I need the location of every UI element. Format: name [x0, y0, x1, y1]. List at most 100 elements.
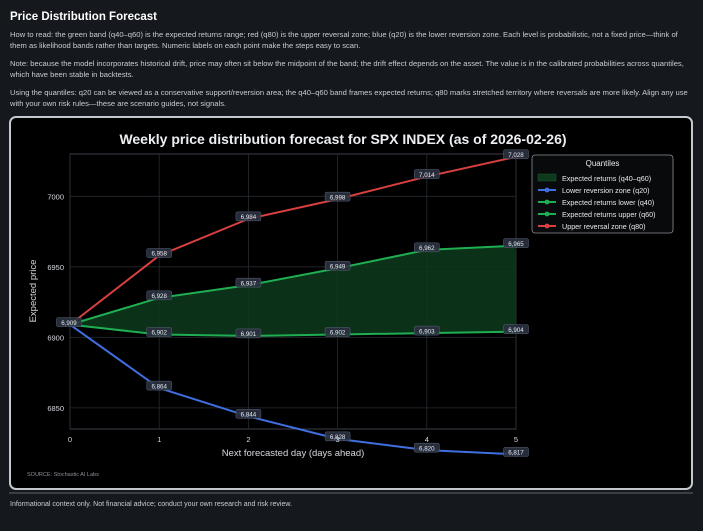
data-label-box	[503, 447, 529, 457]
data-label: 6,903	[419, 328, 435, 335]
legend-title: Quantiles	[586, 159, 620, 168]
data-label-box	[414, 325, 440, 336]
page-title: Price Distribution Forecast	[10, 11, 157, 23]
x-tick-label: 2	[246, 435, 250, 444]
data-label-box	[414, 442, 440, 453]
data-label-q80: 7,028	[503, 149, 529, 160]
y-tick-label: 7000	[47, 192, 64, 201]
series-line-q80	[69, 155, 517, 326]
forecast-chart: Weekly price distribution forecast for S…	[27, 131, 674, 478]
data-label-box	[324, 191, 351, 202]
data-label-box	[503, 149, 529, 160]
data-label: 7,028	[508, 152, 524, 159]
legend-entry: Expected returns lower (q40)	[562, 198, 654, 207]
source-note: SOURCE: Stochastic AI Labs	[27, 472, 99, 478]
x-tick-label: 1	[157, 435, 161, 444]
legend-swatch-band	[537, 173, 557, 182]
data-label-box	[503, 324, 529, 334]
data-label-q40: 6,902	[324, 327, 351, 337]
data-label-q80: 6,984	[235, 211, 262, 222]
description-how-to-read: How to read: the green band (q40–q60) is…	[10, 30, 678, 50]
data-label-box	[324, 260, 351, 271]
data-label-box	[56, 317, 82, 327]
data-label-box	[235, 328, 262, 339]
data-label: 6,984	[241, 214, 257, 221]
data-label-q40: 6,902	[146, 327, 172, 337]
data-label: 6,928	[151, 293, 167, 300]
data-label: 6,902	[330, 330, 346, 337]
legend-swatch-marker	[544, 187, 550, 193]
data-label-q60: 6,928	[146, 290, 172, 301]
data-label: 6,844	[241, 412, 257, 419]
x-tick-label: 0	[68, 435, 72, 444]
x-axis-label: Next forecasted day (days ahead)	[222, 448, 365, 459]
axes-layer: 0 1 2 3 4 5 6850 6900 6950 7000	[47, 192, 518, 444]
data-label-box	[146, 248, 172, 258]
footer-divider	[9, 492, 693, 494]
legend-swatch-marker	[544, 211, 550, 217]
chart-card: Weekly price distribution forecast for S…	[9, 116, 693, 490]
data-label-start: 6,909	[56, 317, 82, 327]
legend-entry: Expected returns upper (q60)	[562, 210, 656, 219]
data-label-box	[503, 238, 529, 248]
data-label-box	[146, 380, 172, 391]
data-label-q20: 6,828	[324, 431, 351, 442]
legend-entry: Lower reversion zone (q20)	[562, 186, 650, 195]
band-layer	[70, 245, 516, 336]
data-label-q40: 6,904	[503, 324, 529, 334]
y-axis-label: Expected price	[28, 260, 39, 323]
series-line-q60	[69, 244, 517, 326]
y-tick-label: 6850	[47, 404, 64, 413]
data-label-box	[414, 169, 440, 179]
series-layer	[69, 155, 517, 456]
chart-title: Weekly price distribution forecast for S…	[119, 131, 566, 147]
data-label-q40: 6,903	[414, 325, 440, 336]
data-label-q80: 6,958	[146, 248, 172, 258]
data-label-box	[146, 290, 172, 301]
disclaimer: Informational context only. Not financia…	[10, 501, 292, 508]
legend-box	[531, 154, 674, 234]
x-tick-label: 5	[514, 435, 518, 444]
data-label-box	[414, 242, 440, 253]
y-tick-label: 6950	[47, 263, 64, 272]
data-label: 6,828	[330, 434, 346, 441]
data-label-q20: 6,844	[235, 409, 262, 419]
data-label: 7,014	[419, 172, 435, 179]
data-label-box	[324, 431, 351, 442]
data-label: 6,998	[330, 194, 346, 201]
expected-returns-band	[70, 245, 516, 336]
data-label: 6,949	[330, 263, 346, 270]
data-label-layer: 6,909 6,864 6,844 6,828 6,820 6,817 6,902 6,901…	[56, 149, 529, 457]
data-label: 6,937	[241, 280, 257, 287]
data-label-q80: 6,998	[324, 191, 351, 202]
data-label: 6,864	[151, 383, 167, 390]
description-using-quantiles: Using the quantiles: q20 can be viewed a…	[10, 88, 688, 108]
description-note: Note: because the model incorporates his…	[10, 59, 684, 79]
data-label-box	[324, 327, 351, 337]
x-tick-label: 4	[425, 435, 429, 444]
data-label: 6,902	[151, 330, 167, 337]
data-label-q20: 6,864	[146, 380, 172, 391]
data-label-q80: 7,014	[414, 169, 440, 179]
data-label: 6,820	[419, 445, 435, 452]
data-label: 6,965	[508, 241, 524, 248]
legend: Quantiles Expected returns (q40–q60) Lower…	[531, 154, 674, 234]
data-label: 6,958	[151, 251, 167, 258]
data-label-box	[235, 277, 262, 288]
data-label-q60: 6,962	[414, 242, 440, 253]
data-label: 6,817	[508, 450, 524, 457]
data-label-box	[146, 327, 172, 337]
data-label-box	[235, 211, 262, 222]
data-label: 6,962	[419, 245, 435, 252]
data-label-q20: 6,817	[503, 447, 529, 457]
data-label: 6,904	[508, 327, 524, 334]
data-label: 6,909	[61, 320, 77, 327]
data-label-q60: 6,937	[235, 277, 262, 288]
legend-entry: Upper reversal zone (q80)	[562, 222, 646, 231]
data-label-box	[235, 409, 262, 419]
x-tick-label: 3	[336, 435, 340, 444]
series-line-q20	[69, 323, 517, 456]
data-label-q20: 6,820	[414, 442, 440, 453]
series-line-q40	[69, 323, 517, 337]
data-label-q60: 6,949	[324, 260, 351, 271]
